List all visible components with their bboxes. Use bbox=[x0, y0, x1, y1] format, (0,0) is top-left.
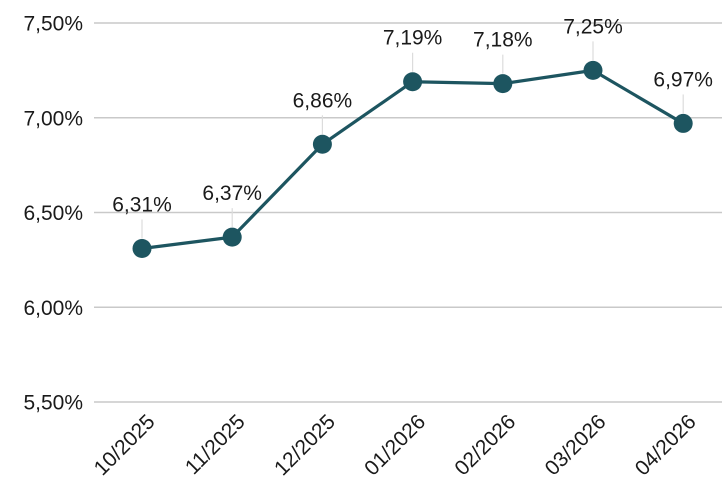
y-tick-label: 5,50% bbox=[23, 392, 83, 415]
y-axis-tick-labels: 5,50% 6,00% 6,50% 7,00% 7,50% bbox=[23, 13, 83, 415]
x-tick-label: 03/2026 bbox=[541, 410, 611, 480]
data-point bbox=[222, 227, 242, 247]
series-line-layer bbox=[140, 68, 685, 251]
data-points-layer bbox=[132, 60, 693, 259]
x-tick-label: 12/2025 bbox=[270, 410, 340, 480]
x-axis-tick-labels: 10/2025 11/2025 12/2025 01/2026 02/2026 03/20… bbox=[90, 410, 701, 480]
data-point bbox=[583, 60, 603, 80]
x-tick-label: 02/2026 bbox=[450, 410, 520, 480]
x-tick-label: 04/2026 bbox=[631, 410, 701, 480]
series-line bbox=[140, 68, 685, 251]
data-label: 6,97% bbox=[653, 68, 713, 91]
data-label-leaders bbox=[141, 41, 684, 239]
data-labels-layer: 6,31% 6,37% 6,86% 7,19% 7,18% 7,25% 6,97% bbox=[112, 15, 713, 216]
data-label: 7,18% bbox=[473, 29, 533, 52]
y-tick-label: 6,00% bbox=[23, 297, 83, 320]
data-label: 6,31% bbox=[112, 194, 172, 217]
data-point bbox=[673, 113, 693, 133]
data-label: 7,25% bbox=[563, 15, 623, 38]
data-point bbox=[403, 72, 423, 92]
x-tick-label: 10/2025 bbox=[90, 410, 160, 480]
y-tick-label: 7,00% bbox=[23, 107, 83, 130]
data-point bbox=[493, 74, 513, 94]
data-label: 7,19% bbox=[383, 27, 443, 50]
grid-layer bbox=[94, 22, 722, 403]
y-tick-label: 7,50% bbox=[23, 13, 83, 36]
data-point bbox=[312, 134, 332, 154]
x-tick-label: 11/2025 bbox=[181, 410, 250, 479]
data-label: 6,86% bbox=[293, 89, 353, 112]
x-tick-label: 01/2026 bbox=[360, 410, 430, 480]
data-label: 6,37% bbox=[202, 182, 262, 205]
data-point bbox=[132, 239, 152, 259]
y-tick-label: 6,50% bbox=[23, 202, 83, 225]
